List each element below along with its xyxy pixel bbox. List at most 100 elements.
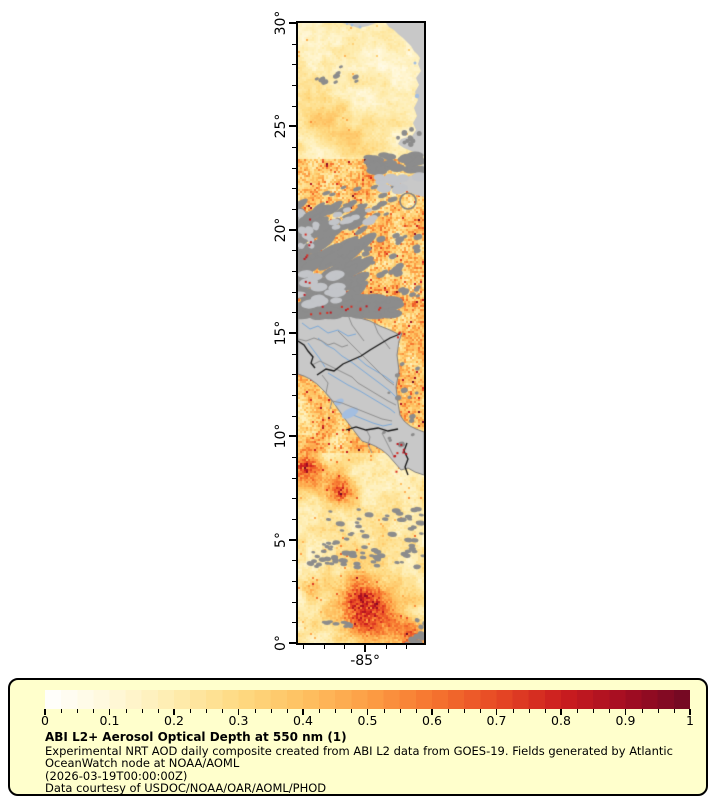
colorbar-tick-label: 0.2 [164,713,184,728]
lat-tick-label: 30° [273,10,289,36]
lon-minor-tick [344,645,346,649]
colorbar-minor-tick [351,709,353,713]
caption-description-line: OceanWatch node at NOAA/AOML [45,756,240,771]
lat-minor-tick [292,477,296,479]
lat-major-tick [289,22,296,24]
colorbar-gradient [45,690,690,709]
lat-minor-tick [292,498,296,500]
lat-minor-tick [292,560,296,562]
colorbar-minor-tick [222,709,224,713]
lat-major-tick [289,332,296,334]
colorbar-minor-tick [335,709,337,713]
lat-major-tick [289,435,296,438]
colorbar-minor-tick [399,709,401,713]
lat-minor-tick [292,85,296,86]
colorbar-tick-label: 0.6 [422,713,442,728]
colorbar-minor-tick [206,709,208,713]
lon-major-tick [364,645,367,652]
lat-tick-label: 20° [273,217,289,243]
colorbar-major-tick [237,709,240,715]
colorbar-major-tick [302,709,304,715]
lat-minor-tick [292,415,296,417]
lat-minor-tick [292,395,296,396]
colorbar-minor-tick [593,709,595,713]
lat-minor-tick [292,147,296,148]
lat-minor-tick [292,188,296,190]
caption-title: ABI L2+ Aerosol Optical Depth at 550 nm … [45,730,347,744]
colorbar-major-tick [495,709,498,715]
colorbar-minor-tick [415,709,417,713]
lat-minor-tick [292,105,296,107]
lon-tick-label: -85° [350,653,381,669]
lat-minor-tick [292,519,296,520]
colorbar-tick-label: 0.9 [615,713,636,728]
lon-minor-tick [406,645,408,649]
lat-minor-tick [292,622,296,624]
lon-minor-tick [303,645,305,649]
lat-major-tick [289,642,296,644]
lat-minor-tick [292,601,296,603]
lat-minor-tick [292,250,296,252]
colorbar-tick-label: 0.4 [293,713,313,728]
lon-minor-tick [323,645,325,649]
caption-block: ABI L2+ Aerosol Optical Depth at 550 nm … [45,731,700,795]
colorbar-minor-tick [544,709,546,713]
colorbar-minor-tick [157,709,159,713]
colorbar-minor-tick [528,709,530,713]
colorbar-minor-tick [448,709,450,713]
colorbar-minor-tick [319,709,321,713]
colorbar-tick-label: 0 [41,713,49,728]
colorbar-minor-tick [93,709,95,713]
colorbar-major-tick [173,709,175,715]
lat-major-tick [289,125,296,128]
colorbar-major-tick [108,709,111,715]
colorbar-tick-label: 1 [686,713,694,728]
colorbar-major-tick [560,709,562,715]
colorbar-major-tick [366,709,369,715]
lon-minor-tick [385,645,387,649]
colorbar-minor-tick [77,709,79,713]
colorbar-major-tick [431,709,433,715]
colorbar-minor-tick [480,709,482,713]
lat-tick-label: 25° [273,113,289,139]
aod-map-canvas [298,23,424,643]
caption-description-line: Experimental NRT AOD daily composite cre… [45,743,673,758]
lat-minor-tick [292,457,296,458]
lat-minor-tick [292,167,296,169]
colorbar-minor-tick [464,709,466,713]
colorbar-major-tick [44,709,46,715]
map-frame [296,21,426,645]
colorbar-minor-tick [383,709,385,713]
colorbar-minor-tick [125,709,127,713]
lat-tick-label: 10° [273,423,289,449]
colorbar-tick-label: 0.1 [99,713,120,728]
colorbar-minor-tick [673,709,675,713]
colorbar-minor-tick [141,709,143,713]
lat-major-tick [289,538,296,541]
colorbar-minor-tick [190,709,192,713]
colorbar-minor-tick [286,709,288,713]
caption-courtesy: Data courtesy of USDOC/NOAA/OAR/AOML/PHO… [45,781,327,796]
colorbar-minor-tick [270,709,272,713]
colorbar-minor-tick [657,709,659,713]
lat-major-tick [289,228,296,231]
colorbar-minor-tick [609,709,611,713]
lat-minor-tick [292,43,296,45]
lat-minor-tick [292,64,296,66]
lat-tick-label: 15° [273,320,289,346]
lat-tick-label: 0° [273,635,289,651]
caption-timestamp: (2026-03-19T00:00:00Z) [45,768,188,783]
colorbar-minor-tick [577,709,579,713]
lat-minor-tick [292,312,296,314]
colorbar-minor-tick [641,709,643,713]
colorbar-minor-tick [61,709,63,713]
lat-minor-tick [292,291,296,293]
colorbar-minor-tick [512,709,514,713]
lat-minor-tick [292,374,296,376]
lat-minor-tick [292,271,296,272]
lat-minor-tick [292,209,296,210]
lat-minor-tick [292,353,296,355]
colorbar-major-tick [624,709,627,715]
colorbar-tick-label: 0.3 [228,713,249,728]
